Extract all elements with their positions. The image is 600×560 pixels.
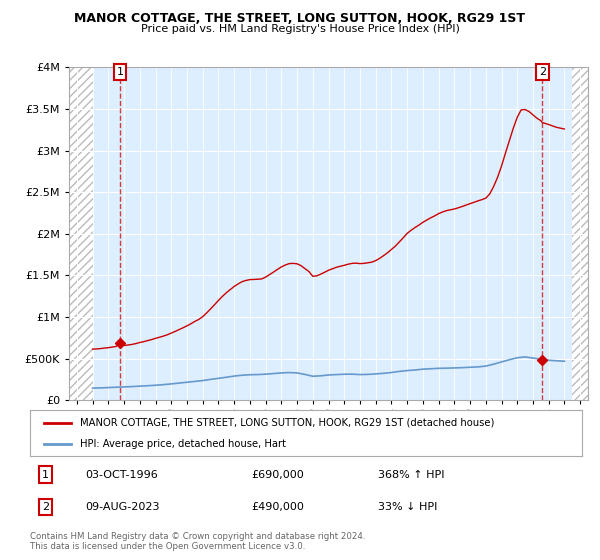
Text: Contains HM Land Registry data © Crown copyright and database right 2024.
This d: Contains HM Land Registry data © Crown c… [30,532,365,552]
Text: HPI: Average price, detached house, Hart: HPI: Average price, detached house, Hart [80,439,286,449]
Text: £490,000: £490,000 [251,502,304,512]
Bar [69,67,92,400]
Text: MANOR COTTAGE, THE STREET, LONG SUTTON, HOOK, RG29 1ST (detached house): MANOR COTTAGE, THE STREET, LONG SUTTON, … [80,418,494,428]
Text: 33% ↓ HPI: 33% ↓ HPI [378,502,437,512]
Bar [572,67,588,400]
Text: £690,000: £690,000 [251,470,304,479]
Text: 09-AUG-2023: 09-AUG-2023 [85,502,160,512]
Text: MANOR COTTAGE, THE STREET, LONG SUTTON, HOOK, RG29 1ST: MANOR COTTAGE, THE STREET, LONG SUTTON, … [74,12,526,25]
Text: 1: 1 [116,67,124,77]
Text: 03-OCT-1996: 03-OCT-1996 [85,470,158,479]
Text: Price paid vs. HM Land Registry's House Price Index (HPI): Price paid vs. HM Land Registry's House … [140,24,460,34]
Text: 368% ↑ HPI: 368% ↑ HPI [378,470,444,479]
Text: 2: 2 [539,67,546,77]
Text: 1: 1 [42,470,49,479]
Text: 2: 2 [42,502,49,512]
